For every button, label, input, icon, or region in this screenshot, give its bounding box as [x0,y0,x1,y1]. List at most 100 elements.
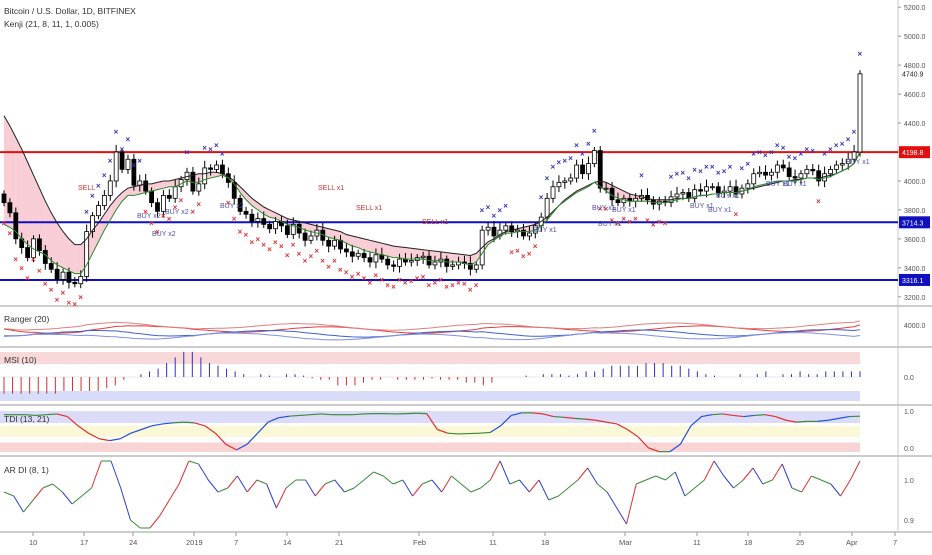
candle-body [120,152,124,169]
candle-body [392,265,396,266]
sell-stop-marker: × [734,210,739,219]
ardi-line-segment [665,472,675,480]
candle-body [338,240,342,249]
ardi-line-segment [33,488,43,500]
ardi-line-segment [257,480,267,484]
buy-stop-marker: × [486,203,491,212]
buy-stop-marker: × [834,141,839,150]
candle-body [769,172,773,175]
ardi-tick-label: 1.0 [904,478,914,485]
buy-stop-marker: × [497,206,502,215]
buy-stop-marker: × [804,145,809,154]
buy-stop-marker: × [108,157,113,166]
candle-body [764,172,768,175]
candle-body [758,172,762,173]
sell-stop-marker: × [249,238,254,247]
tdi-line-segment [480,432,491,433]
buy-stop-marker: × [114,128,119,137]
sell-stop-marker: × [244,231,249,240]
candle-body [787,168,791,177]
candle-body [285,226,289,235]
candle-body [781,165,785,168]
ardi-line-segment [276,488,286,508]
signal-label: SELL x1 [422,219,448,226]
sell-stop-marker: × [31,255,36,264]
candle-body [699,190,703,191]
tdi-line-segment [173,422,184,423]
tdi-tick-label: 1.0 [904,409,914,416]
ardi-line-segment [734,480,744,488]
x-tick-label: 11 [489,538,497,547]
price-tick-label: 3600.0 [904,237,926,244]
candle-body [220,165,224,174]
x-tick-label: 14 [283,538,291,547]
sell-stop-marker: × [533,242,538,251]
ardi-line-segment [451,476,461,484]
ardi-line-segment [792,488,802,492]
sell-stop-marker: × [344,268,349,277]
ardi-line-segment [685,488,695,496]
candle-body [114,152,118,181]
x-tick-label: 7 [234,538,238,547]
candle-body [398,259,402,266]
x-tick-label: 10 [29,538,37,547]
sell-stop-marker: × [657,217,662,226]
ardi-line-segment [772,464,782,480]
sell-stop-marker: × [291,241,296,250]
sell-stop-marker: × [255,235,260,244]
x-tick-label: 21 [335,538,343,547]
ardi-line-segment [14,496,24,512]
candle-body [752,174,756,184]
buy-stop-marker: × [208,145,213,154]
tdi-line-segment [163,423,174,424]
tdi-lower-band [0,442,860,452]
x-tick-label: 11 [693,538,701,547]
signal-label: BUY x2 [220,203,244,210]
sell-stop-marker: × [403,278,408,287]
buy-stop-marker: × [858,50,863,59]
sell-stop-marker: × [385,281,390,290]
candle-body [421,256,425,257]
candle-body [486,227,490,230]
candle-body [297,224,301,233]
price-tick-label: 4600.0 [904,92,926,99]
sell-stop-marker: × [332,257,337,266]
candle-body [96,206,100,216]
sell-stop-marker: × [7,229,12,238]
sell-stop-marker: × [373,271,378,280]
ardi-line-segment [189,461,199,464]
cloud-fill-segment [400,247,406,259]
cloud-fill-segment [22,149,28,245]
price-tick-label: 4000.0 [904,179,926,186]
x-tick-label: 2019 [186,538,203,547]
x-tick-label: Mar [619,538,632,547]
candle-body [215,165,219,169]
buy-stop-marker: × [757,148,762,157]
ardi-line-segment [841,480,851,496]
candle-body [527,233,531,236]
candle-body [274,221,278,228]
candle-body [203,168,207,184]
ardi-line-segment [539,480,549,500]
signal-label: SELL x1 [356,205,382,212]
sell-stop-marker: × [368,278,373,287]
cloud-fill-segment [364,239,370,252]
sell-stop-marker: × [421,272,426,281]
cloud-fill-segment [405,248,411,260]
sell-stop-marker: × [621,215,626,224]
buy-stop-marker: × [846,135,851,144]
ardi-line-segment [82,488,92,496]
tdi-line-segment [575,418,586,419]
tdi-line-segment [353,414,364,415]
ardi-line-segment [597,484,607,492]
candle-body [675,194,679,197]
buy-stop-marker: × [840,139,845,148]
sell-stop-marker: × [432,278,437,287]
sell-stop-marker: × [238,228,243,237]
sell-stop-marker: × [149,219,154,228]
ardi-line-segment [510,480,520,484]
ardi-line-segment [218,488,228,492]
ardi-line-segment [383,476,393,484]
buy-stop-marker: × [220,149,225,158]
